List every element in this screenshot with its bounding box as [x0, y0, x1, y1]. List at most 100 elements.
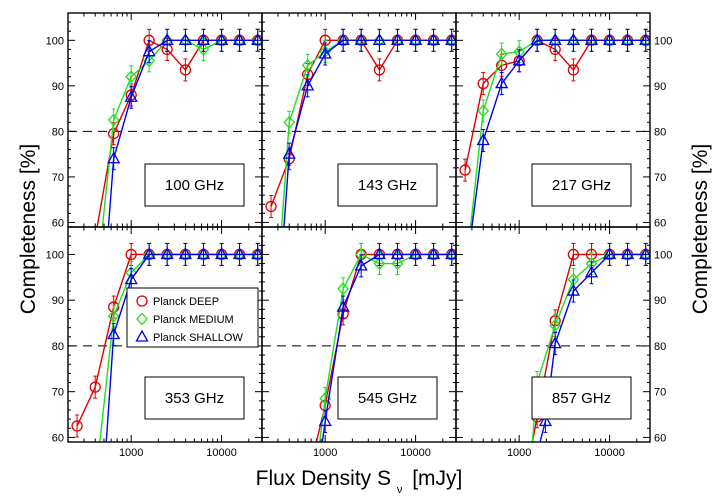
data-point-planck-shallow [282, 146, 296, 159]
panel-series [96, 28, 262, 227]
data-point-planck-shallow [318, 46, 332, 59]
data-point-planck-deep [179, 64, 192, 76]
legend-marker-planck-deep [136, 295, 148, 307]
data-point-planck-shallow [251, 32, 262, 45]
x-tick-label: 10000 [206, 447, 237, 459]
data-point-planck-shallow [214, 32, 229, 45]
data-point-planck-shallow [530, 32, 544, 45]
data-point-planck-shallow [107, 327, 121, 340]
data-point-planck-shallow [538, 414, 553, 427]
legend-marker-planck-medium [136, 312, 148, 326]
data-point-planck-shallow [354, 258, 368, 271]
x-tick-label: 1000 [313, 447, 337, 459]
data-point-planck-shallow [476, 133, 490, 146]
data-point-planck-shallow [548, 32, 562, 45]
legend-entry-planck-shallow: Planck SHALLOW [135, 329, 243, 344]
data-point-planck-shallow [445, 32, 456, 45]
data-point-planck-shallow [214, 247, 229, 260]
x-axis-label-main: Flux Density S [256, 467, 391, 490]
legend-entry-planck-deep: Planck DEEP [136, 295, 219, 308]
y-tick-label: 90 [654, 295, 666, 307]
data-point-planck-shallow [445, 247, 456, 260]
data-point-planck-shallow [124, 89, 138, 102]
panel-series [71, 242, 262, 442]
data-point-planck-shallow [142, 247, 156, 260]
panel-label: 545 GHz [358, 390, 417, 407]
y-tick-label: 60 [654, 217, 666, 229]
y-axis-label-right: Completeness [%] [689, 144, 712, 314]
data-point-planck-medium [477, 104, 490, 118]
x-tick-label: 10000 [400, 447, 431, 459]
series-line-planck-shallow [105, 253, 258, 442]
y-tick-label: 60 [52, 432, 64, 444]
data-point-planck-medium [337, 282, 350, 296]
legend-label-planck-medium: Planck MEDIUM [153, 314, 234, 326]
data-point-planck-deep [459, 164, 471, 176]
data-point-planck-deep [567, 64, 580, 76]
data-point-planck-shallow [584, 32, 599, 45]
y-tick-label: 70 [654, 387, 666, 399]
data-point-planck-medium [125, 70, 138, 84]
panel-143-ghz: 143 GHz [261, 12, 457, 228]
panel-label-box [337, 376, 438, 420]
panel-label-box [144, 376, 245, 420]
x-tick-label: 1000 [119, 447, 143, 459]
data-point-planck-shallow [336, 299, 350, 312]
data-point-planck-shallow [390, 32, 405, 45]
y-tick-label: 100 [46, 249, 64, 261]
data-point-planck-shallow [548, 336, 562, 349]
y-tick-label: 70 [52, 387, 64, 399]
data-point-planck-deep [71, 420, 83, 432]
y-tick-label: 80 [52, 341, 64, 353]
data-point-planck-shallow [196, 247, 211, 260]
data-point-planck-medium [283, 115, 296, 129]
data-point-planck-shallow [408, 32, 423, 45]
data-point-planck-deep [477, 77, 489, 90]
data-point-planck-shallow [426, 247, 441, 260]
panel-series [459, 28, 650, 227]
data-point-planck-deep [89, 381, 101, 393]
panel-grid: 60 70 80 90 100 100 GHz 143 GHz 60 70 80 90 100 217 … [46, 12, 672, 459]
panel-100-ghz: 60 70 80 90 100 100 GHz [46, 12, 263, 229]
data-point-planck-shallow [301, 78, 315, 91]
y-tick-label: 80 [654, 126, 666, 138]
panel-label-box [144, 163, 245, 207]
panel-217-ghz: 60 70 80 90 100 217 GHz [455, 12, 672, 229]
data-point-planck-shallow [408, 247, 423, 260]
data-point-planck-deep [265, 200, 277, 213]
x-tick-label: 10000 [594, 447, 625, 459]
y-tick-label: 80 [654, 341, 666, 353]
y-tick-label: 60 [654, 432, 666, 444]
panel-frame [455, 226, 651, 443]
panel-series [265, 28, 456, 227]
data-point-planck-medium [495, 47, 508, 61]
series-line-planck-shallow [107, 39, 258, 227]
panel-label-box [337, 163, 438, 207]
panel-353-ghz: 60 70 80 90 100 1000 10000 353 GHz [46, 226, 263, 459]
panel-label: 100 GHz [165, 177, 224, 194]
panel-545-ghz: 1000 10000 545 GHz [261, 226, 457, 459]
y-tick-label: 80 [52, 126, 64, 138]
data-point-planck-shallow [426, 32, 441, 45]
data-point-planck-shallow [160, 247, 174, 260]
data-point-planck-medium [197, 42, 210, 56]
y-tick-label: 100 [654, 35, 672, 47]
data-point-planck-medium [549, 318, 562, 332]
data-point-planck-shallow [620, 32, 635, 45]
data-point-planck-shallow [584, 265, 599, 278]
data-point-planck-shallow [107, 151, 121, 164]
data-point-planck-medium [391, 257, 404, 271]
data-point-planck-shallow [512, 53, 526, 66]
data-point-planck-shallow [160, 32, 174, 45]
panel-label: 217 GHz [552, 177, 611, 194]
data-point-planck-shallow [178, 247, 193, 260]
x-axis-label: Flux Density S ν [mJy] [256, 467, 463, 497]
data-point-planck-shallow [354, 32, 368, 45]
data-point-planck-shallow [390, 247, 405, 260]
panel-series [315, 242, 456, 442]
legend-box [126, 287, 259, 348]
y-tick-label: 90 [52, 81, 64, 93]
panel-label: 143 GHz [358, 177, 417, 194]
data-point-planck-shallow [124, 272, 138, 285]
data-point-planck-deep [125, 248, 137, 261]
